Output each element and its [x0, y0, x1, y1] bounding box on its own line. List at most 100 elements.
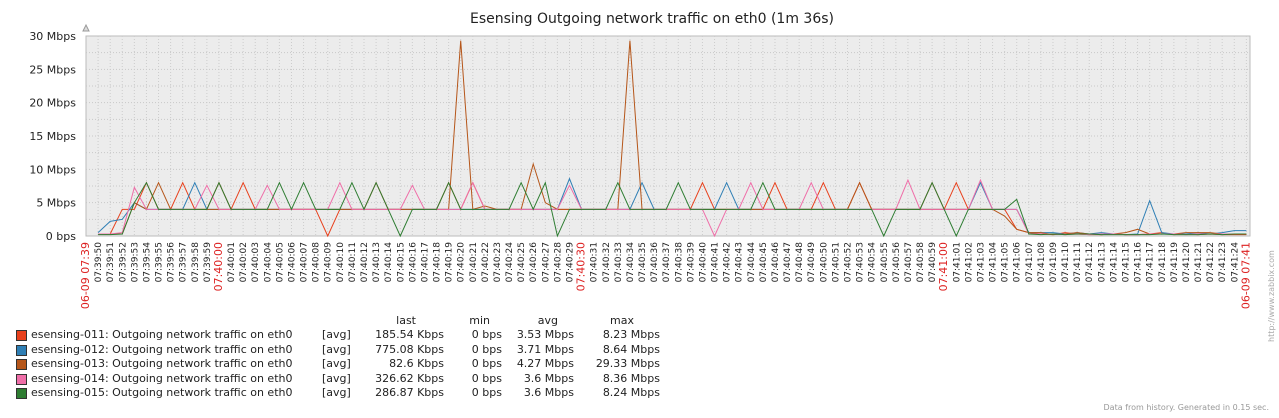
x-tick-label: 07:41:18	[1158, 242, 1168, 283]
x-tick-label: 07:40:14	[384, 242, 394, 283]
x-tick-label: 07:40:27	[541, 242, 551, 282]
y-axis-arrow	[82, 23, 90, 32]
x-tick-label: 07:39:51	[106, 242, 116, 282]
y-tick-label: 30 Mbps	[29, 30, 76, 43]
x-tick-label: 07:39:58	[191, 242, 201, 283]
x-tick-label: 07:41:14	[1109, 242, 1119, 283]
legend-min: 0 bps	[471, 342, 502, 356]
x-tick-label: 07:40:48	[795, 242, 805, 283]
x-tick-label: 07:40:57	[904, 242, 914, 282]
y-tick-label: 25 Mbps	[29, 63, 76, 76]
legend-swatch	[16, 373, 27, 385]
x-tick-label: 07:40:23	[493, 242, 503, 282]
x-tick-label: 07:40:26	[529, 242, 539, 283]
x-tick-label: 07:41:24	[1230, 242, 1240, 283]
legend-max: 8.23 Mbps	[602, 328, 660, 341]
x-tick-label: 07:40:45	[759, 242, 769, 282]
x-tick-label: 07:40:31	[590, 242, 600, 282]
legend-last: 286.87 Kbps	[375, 386, 444, 399]
x-tick-label: 07:40:34	[626, 242, 636, 283]
legend-function: [avg]	[322, 371, 351, 385]
x-tick-label: 07:40:19	[445, 242, 455, 283]
x-tick-label: 07:40:12	[360, 242, 370, 282]
x-tick-label: 07:40:07	[300, 242, 310, 282]
x-tick-label: 07:40:18	[433, 242, 443, 283]
legend-row: esensing-012: Outgoing network traffic o…	[16, 343, 676, 358]
x-tick-label: 07:41:17	[1146, 242, 1156, 282]
x-major-label: 06-09 07:41	[1239, 242, 1252, 309]
y-tick-label: 20 Mbps	[29, 97, 76, 110]
legend-function: [avg]	[322, 386, 351, 399]
legend-header-avg: avg	[537, 314, 558, 327]
legend-series-name: esensing-013: Outgoing network traffic o…	[31, 357, 293, 370]
x-tick-label: 07:41:21	[1194, 242, 1204, 282]
x-tick-label: 07:40:04	[263, 242, 273, 283]
x-tick-label: 07:41:07	[1025, 242, 1035, 282]
x-tick-label: 07:41:05	[1001, 242, 1011, 282]
x-tick-label: 07:40:36	[650, 242, 660, 283]
x-tick-label: 07:40:10	[336, 242, 346, 283]
x-tick-label: 07:40:25	[517, 242, 527, 282]
x-tick-label: 07:40:20	[457, 242, 467, 283]
x-tick-label: 07:40:28	[553, 242, 563, 283]
x-tick-label: 07:40:13	[372, 242, 382, 282]
x-tick-label: 07:41:06	[1013, 242, 1023, 283]
chart-title: Esensing Outgoing network traffic on eth…	[470, 11, 834, 27]
x-tick-label: 07:40:06	[287, 242, 297, 283]
legend-last: 326.62 Kbps	[375, 371, 444, 385]
legend-max: 29.33 Mbps	[595, 357, 660, 370]
legend-header-min: min	[469, 314, 490, 327]
x-tick-label: 07:41:10	[1061, 242, 1071, 283]
x-tick-label: 07:40:11	[348, 242, 358, 282]
legend-series-name: esensing-012: Outgoing network traffic o…	[31, 342, 293, 356]
legend-avg: 3.71 Mbps	[516, 342, 574, 356]
legend-row: esensing-011: Outgoing network traffic o…	[16, 328, 676, 343]
x-major-label: 07:41:00	[937, 242, 950, 291]
x-tick-label: 07:39:57	[179, 242, 189, 282]
x-tick-label: 07:41:19	[1170, 242, 1180, 283]
x-tick-label: 07:40:17	[420, 242, 430, 282]
y-tick-label: 5 Mbps	[36, 197, 76, 210]
x-tick-label: 07:40:59	[928, 242, 938, 283]
legend-function: [avg]	[322, 328, 351, 341]
x-tick-label: 07:39:53	[130, 242, 140, 282]
x-tick-label: 07:40:09	[324, 242, 334, 283]
x-tick-label: 07:40:39	[686, 242, 696, 283]
x-tick-label: 07:40:43	[735, 242, 745, 282]
generation-footer: Data from history. Generated in 0.15 sec…	[1103, 403, 1269, 412]
x-tick-label: 07:41:22	[1206, 242, 1216, 282]
x-tick-label: 07:41:08	[1037, 242, 1047, 283]
legend-function: [avg]	[322, 342, 351, 356]
legend-min: 0 bps	[471, 357, 502, 370]
legend-row: esensing-013: Outgoing network traffic o…	[16, 357, 676, 372]
x-tick-label: 07:40:38	[674, 242, 684, 283]
x-tick-label: 07:41:11	[1073, 242, 1083, 282]
legend-max: 8.24 Mbps	[602, 386, 660, 399]
legend-swatch	[16, 330, 27, 341]
x-tick-label: 07:40:21	[469, 242, 479, 282]
x-tick-label: 07:41:01	[952, 242, 962, 282]
legend-last: 82.6 Kbps	[389, 357, 444, 370]
series-line-5	[98, 181, 1247, 238]
x-tick-label: 07:40:53	[856, 242, 866, 282]
legend-last: 185.54 Kbps	[375, 328, 444, 341]
y-tick-label: 10 Mbps	[29, 163, 76, 176]
x-tick-label: 07:40:01	[227, 242, 237, 282]
legend-header-last: last	[396, 314, 416, 327]
x-tick-label: 07:40:44	[747, 242, 757, 283]
x-tick-label: 07:40:24	[505, 242, 515, 283]
x-tick-label: 07:40:32	[602, 242, 612, 282]
x-tick-label: 07:39:59	[203, 242, 213, 283]
x-tick-label: 07:40:46	[771, 242, 781, 283]
legend-function: [avg]	[322, 357, 351, 370]
x-tick-label: 07:40:58	[916, 242, 926, 283]
legend-avg: 3.53 Mbps	[516, 328, 574, 341]
legend-avg: 3.6 Mbps	[523, 386, 574, 399]
legend-avg: 4.27 Mbps	[516, 357, 574, 370]
x-tick-label: 07:40:29	[565, 242, 575, 283]
x-major-label: 07:40:30	[575, 242, 588, 291]
legend-min: 0 bps	[471, 371, 502, 385]
x-tick-label: 07:41:20	[1182, 242, 1192, 283]
x-tick-label: 07:41:09	[1049, 242, 1059, 283]
